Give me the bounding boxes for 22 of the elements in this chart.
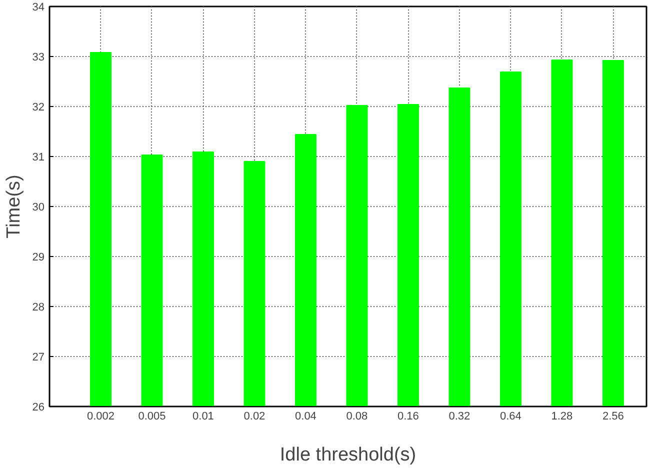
x-tick-label: 2.56 [602,410,624,422]
x-tick-label: 0.08 [346,410,368,422]
y-tick-label: 34 [32,2,45,14]
y-tick-label: 29 [32,252,45,264]
x-axis-title: Idle threshold(s) [280,444,416,466]
x-tick-label: 0.64 [500,410,522,422]
x-tick-label: 0.01 [192,410,214,422]
y-tick-label: 32 [32,102,45,114]
x-tick-label: 0.32 [448,410,470,422]
x-tick-label: 0.02 [244,410,266,422]
y-tick-label: 31 [32,152,45,164]
x-tick-label: 1.28 [551,410,573,422]
y-axis-title: Time(s) [3,174,24,238]
y-tick-label: 33 [32,52,45,64]
y-tick-label: 28 [32,302,45,314]
x-tick-label: 0.16 [398,410,419,422]
x-tick-label: 0.005 [138,410,166,422]
y-tick-label: 27 [32,352,45,364]
x-tick-label: 0.002 [86,410,115,422]
x-tick-label: 0.04 [295,410,316,422]
y-tick-label: 26 [32,402,45,414]
y-tick-label: 30 [32,202,45,214]
